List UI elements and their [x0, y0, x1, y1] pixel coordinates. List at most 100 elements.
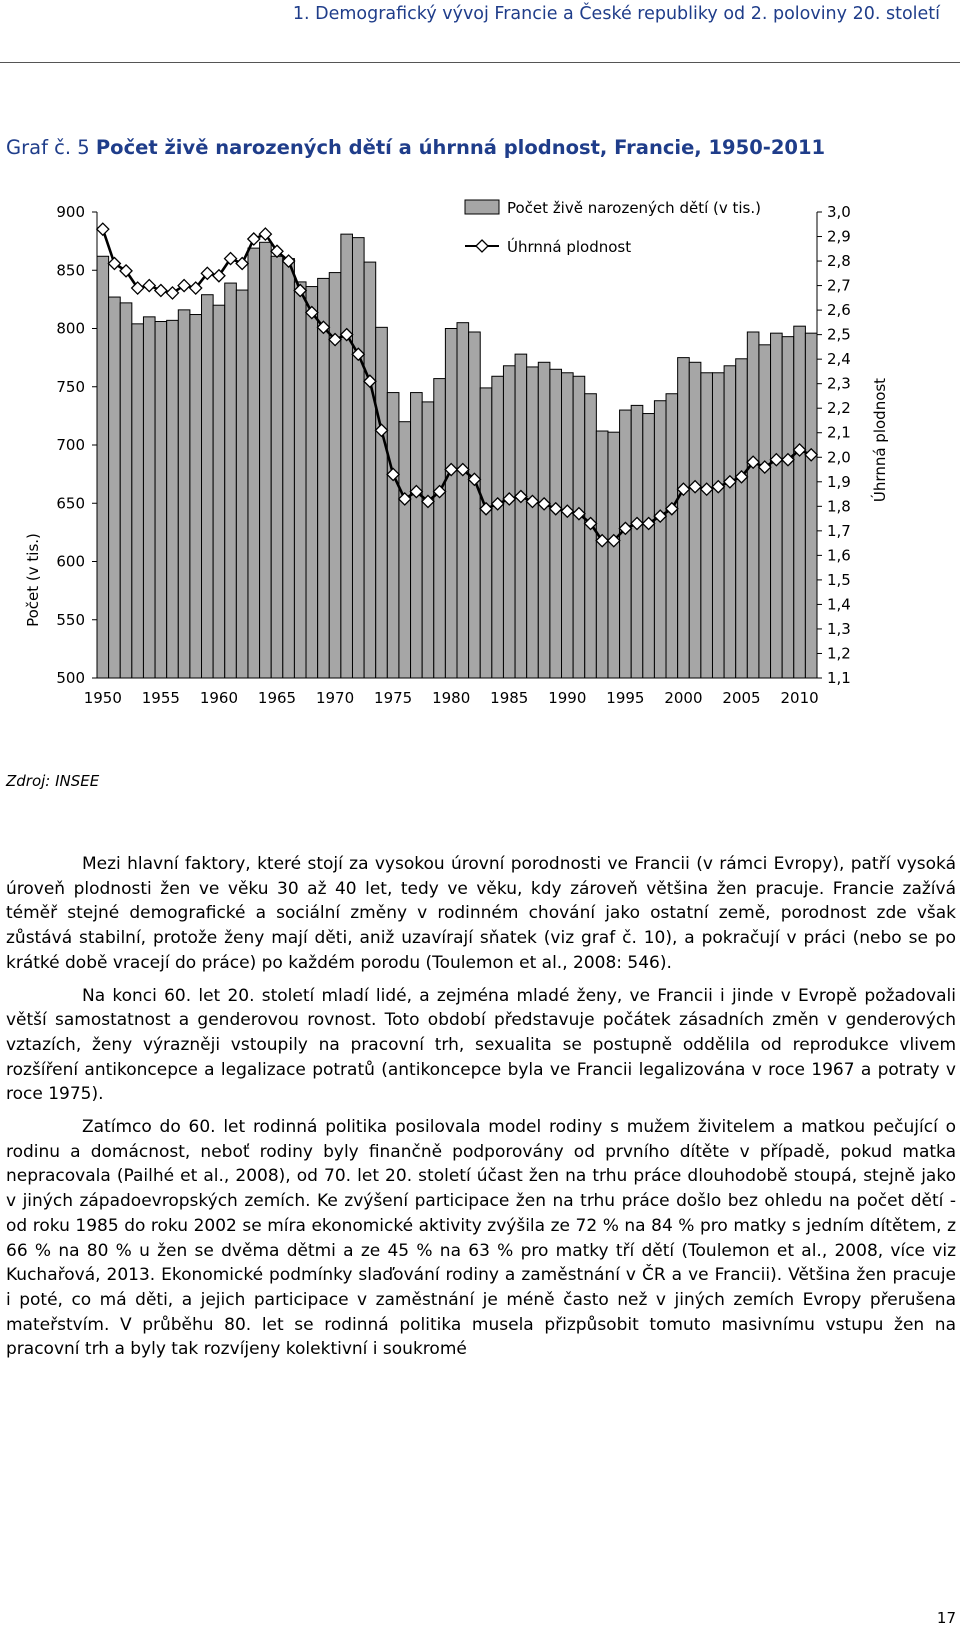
y-right-tick-label: 2,4: [827, 350, 851, 368]
fertility-point: [781, 452, 795, 467]
y-right-tick-label: 1,3: [827, 620, 851, 638]
x-tick-label: 1985: [490, 689, 528, 707]
bar: [584, 393, 597, 679]
bar: [468, 331, 481, 679]
x-tick-label: 2005: [722, 689, 760, 707]
legend-line-marker: [475, 239, 489, 253]
y-right-tick-label: 2,3: [827, 375, 851, 393]
bar: [526, 366, 539, 679]
bar: [224, 282, 237, 679]
y-right-tick-labels: 1,1 1,2 1,3 1,4 1,5 1,6 1,7 1,8 1,9 2,0 2,1 2,2 2,3 2…: [827, 203, 851, 687]
fertility-point: [200, 266, 215, 281]
y-right-tick-label: 2,0: [827, 448, 851, 466]
bar: [572, 375, 586, 679]
figure-label: Graf č. 5: [6, 136, 90, 159]
fertility-point: [490, 496, 505, 511]
bar: [96, 255, 110, 679]
fertility-point: [362, 374, 377, 389]
bar: [630, 404, 644, 679]
fertility-point: [560, 504, 575, 519]
bar: [166, 319, 179, 679]
x-tick-label: 1950: [84, 689, 122, 707]
fertility-point: [502, 492, 517, 506]
bar: [131, 323, 144, 679]
y-right-tick-label: 1,8: [827, 497, 851, 515]
fertility-point: [119, 263, 133, 278]
bar: [549, 368, 563, 679]
y-right-tick-label: 2,1: [827, 424, 851, 442]
bar: [305, 286, 319, 679]
y-right-tick-label: 1,4: [827, 595, 851, 613]
bar: [619, 409, 632, 679]
bar: [537, 361, 551, 679]
x-tick-label: 1990: [548, 689, 586, 707]
bar: [340, 233, 353, 679]
y-left-tick-label: 700: [56, 436, 85, 454]
x-tick-label: 2000: [664, 689, 702, 707]
fertility-point: [188, 281, 203, 295]
bar: [793, 325, 806, 679]
fertility-point: [374, 423, 389, 438]
y-right-tick-label: 2,5: [827, 326, 851, 344]
bar: [770, 332, 783, 679]
bars-group: [96, 233, 818, 679]
fertility-point: [142, 278, 157, 293]
fertility-point: [699, 482, 714, 497]
body-text: Mezi hlavní faktory, které stojí za vyso…: [6, 852, 956, 1370]
bar: [154, 321, 168, 679]
bar: [595, 430, 609, 679]
paragraph: Na konci 60. let 20. století mladí lidé,…: [6, 985, 956, 1105]
fertility-point: [548, 501, 563, 516]
bar: [711, 372, 725, 679]
fertility-point: [757, 460, 772, 474]
paragraph: Zatímco do 60. let rodinná politika posi…: [6, 1117, 956, 1360]
fertility-point: [595, 533, 610, 548]
fertility-point: [746, 455, 761, 470]
bar: [735, 358, 748, 679]
bar: [561, 372, 574, 679]
fertility-point: [804, 447, 819, 462]
legend-line-label: Úhrnná plodnost: [507, 237, 631, 256]
bar: [642, 413, 655, 679]
x-tick-label: 1975: [374, 689, 412, 707]
header-rule: [0, 62, 960, 63]
fertility-point: [792, 442, 807, 457]
fertility-point: [769, 452, 784, 467]
bar: [375, 326, 388, 679]
y-left-tick-label: 600: [56, 553, 85, 571]
bar: [514, 353, 528, 679]
y-right-tick-label: 1,5: [827, 571, 851, 589]
bar: [259, 241, 272, 679]
fertility-point: [467, 472, 482, 487]
bar: [189, 314, 203, 679]
bar: [119, 302, 133, 679]
fertility-point: [339, 327, 354, 342]
bar: [700, 372, 713, 679]
running-header: 1. Demografický vývoj Francie a České re…: [292, 4, 940, 24]
bar: [607, 431, 621, 679]
bar: [386, 392, 400, 679]
x-tick-labels: 1950 1955 1960 1965 1970 1975 1980 1985 1990 1995…: [84, 689, 819, 707]
fertility-point: [270, 244, 284, 259]
fertility-point: [304, 305, 319, 320]
page-number: 17: [936, 1609, 956, 1627]
fertility-point: [641, 516, 656, 531]
fertility-point: [293, 283, 308, 298]
bar: [688, 361, 702, 679]
bar: [502, 365, 516, 679]
fertility-point: [223, 251, 238, 266]
y-left-tick-labels: 500 550 600 650 700 750 800 850 900: [56, 203, 85, 687]
y-left-tick-label: 550: [56, 611, 85, 629]
x-tick-label: 1965: [258, 689, 296, 707]
bar: [758, 344, 772, 679]
y-right-tick-label: 1,2: [827, 644, 851, 662]
fertility-point: [107, 256, 122, 271]
births-fertility-chart: 1950 1955 1960 1965 1970 1975 1980 1985 1990 1995…: [24, 199, 889, 707]
fertility-point: [711, 479, 726, 494]
x-tick-label: 1970: [316, 689, 354, 707]
fertility-point: [583, 516, 598, 531]
bar: [746, 331, 760, 679]
fertility-point: [664, 501, 679, 516]
bar: [212, 304, 226, 679]
x-tick-label: 2010: [780, 689, 818, 707]
